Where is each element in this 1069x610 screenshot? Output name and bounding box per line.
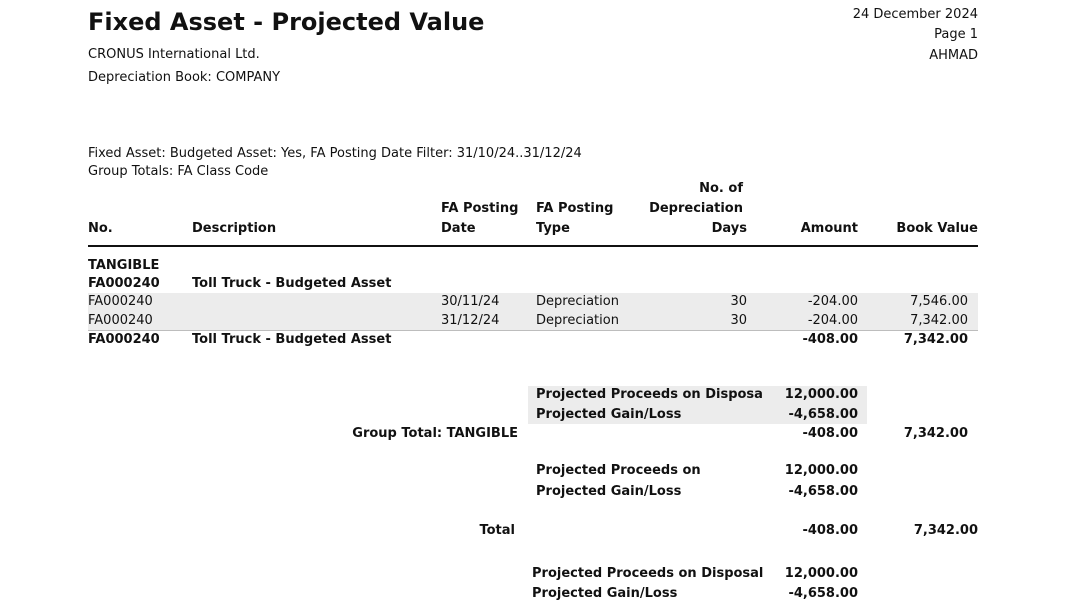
asset-total-no: FA000240 [88,332,160,347]
grand-total-label: Total [479,523,515,538]
grand-proceeds-value: 12,000.00 [784,566,858,581]
group-proceeds-label: Projected Proceeds on [536,463,701,478]
report-date: 24 December 2024 [852,7,978,22]
group-gain-label: Projected Gain/Loss [536,484,682,499]
asset-total-description: Toll Truck - Budgeted Asset [192,332,392,347]
group-proceeds-value: 12,000.00 [784,463,858,478]
depreciation-book: Depreciation Book: COMPANY [88,70,281,85]
line-date: 31/12/24 [441,313,500,328]
line-days: 30 [730,313,747,328]
filter-text: Fixed Asset: Budgeted Asset: Yes, FA Pos… [88,146,582,161]
line-days: 30 [730,294,747,309]
company-name: CRONUS International Ltd. [88,47,260,62]
col-days-3: Days [711,221,747,236]
group-total-label: Group Total: TANGIBLE [352,426,518,441]
asset-description: Toll Truck - Budgeted Asset [192,276,392,291]
grand-total-amount: -408.00 [802,523,858,538]
line-book-value: 7,342.00 [910,313,968,328]
line-no: FA000240 [88,313,153,328]
col-days-2: Depreciation [649,201,743,216]
group-gain-value: -4,658.00 [788,484,858,499]
row-divider [88,330,978,331]
asset-proceeds-label: Projected Proceeds on Disposa [536,387,763,402]
col-posting-date-2: Date [441,221,476,236]
line-no: FA000240 [88,294,153,309]
asset-gain-label: Projected Gain/Loss [536,407,682,422]
group-total-amount: -408.00 [802,426,858,441]
asset-no: FA000240 [88,276,160,291]
asset-total-book-value: 7,342.00 [903,332,968,347]
group-code: TANGIBLE [88,258,160,273]
user-id: AHMAD [929,48,978,63]
header-rule [88,245,978,247]
col-no: No. [88,221,113,236]
report-title: Fixed Asset - Projected Value [88,8,485,36]
col-posting-type-1: FA Posting [536,201,614,216]
asset-proceeds-value: 12,000.00 [784,387,858,402]
line-amount: -204.00 [807,313,858,328]
grand-total-book-value: 7,342.00 [913,523,978,538]
col-amount: Amount [800,221,858,236]
group-total-book-value: 7,342.00 [903,426,968,441]
line-date: 30/11/24 [441,294,500,309]
line-type: Depreciation [536,294,619,309]
col-days-1: No. of [699,181,743,196]
grand-gain-label: Projected Gain/Loss [532,586,678,601]
grand-gain-value: -4,658.00 [788,586,858,601]
grand-proceeds-label: Projected Proceeds on Disposal [532,566,764,581]
page-number: Page 1 [934,27,978,42]
row-shading [88,293,978,312]
line-book-value: 7,546.00 [910,294,968,309]
row-shading [88,312,978,330]
asset-gain-value: -4,658.00 [788,407,858,422]
line-type: Depreciation [536,313,619,328]
col-posting-type-2: Type [536,221,570,236]
asset-total-amount: -408.00 [802,332,858,347]
line-amount: -204.00 [807,294,858,309]
group-totals-text: Group Totals: FA Class Code [88,164,269,179]
col-description: Description [192,221,277,236]
projection-shading [528,386,867,424]
col-posting-date-1: FA Posting [441,201,519,216]
col-book-value: Book Value [896,221,978,236]
